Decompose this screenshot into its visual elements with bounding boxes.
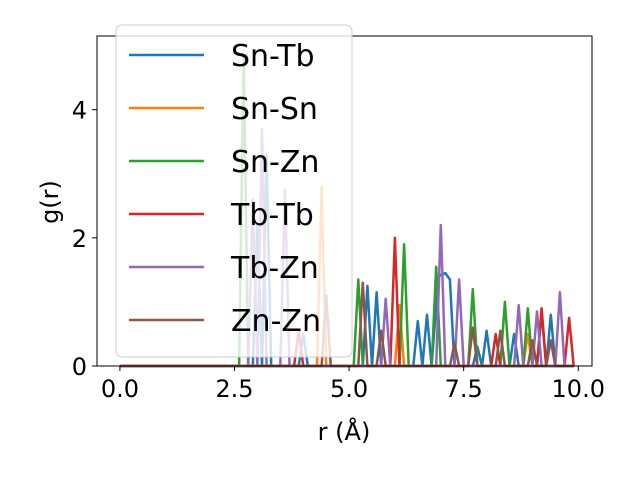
x-tick-label: 10.0 bbox=[552, 375, 605, 403]
y-axis-label: g(r) bbox=[36, 180, 64, 224]
x-axis-label: r (Å) bbox=[318, 417, 371, 446]
x-axis: 0.0 2.5 5.0 7.5 10.0 bbox=[101, 366, 605, 403]
x-tick-label: 2.5 bbox=[215, 375, 253, 403]
x-tick-label: 7.5 bbox=[445, 375, 483, 403]
y-axis: 0 2 4 bbox=[72, 97, 97, 381]
legend-label: Sn-Sn bbox=[231, 92, 318, 127]
legend-label: Sn-Zn bbox=[231, 145, 319, 180]
y-tick-label: 0 bbox=[72, 353, 87, 381]
x-tick-label: 5.0 bbox=[330, 375, 368, 403]
legend-label: Tb-Zn bbox=[230, 251, 319, 286]
x-tick-label: 0.0 bbox=[101, 375, 139, 403]
y-tick-label: 4 bbox=[72, 97, 87, 125]
legend-label: Sn-Tb bbox=[231, 39, 315, 74]
legend-label: Zn-Zn bbox=[231, 304, 321, 339]
legend: Sn-Tb Sn-Sn Sn-Zn Tb-Tb Tb-Zn Zn-Zn bbox=[115, 24, 353, 358]
legend-label: Tb-Tb bbox=[230, 198, 314, 233]
y-tick-label: 2 bbox=[72, 225, 87, 253]
